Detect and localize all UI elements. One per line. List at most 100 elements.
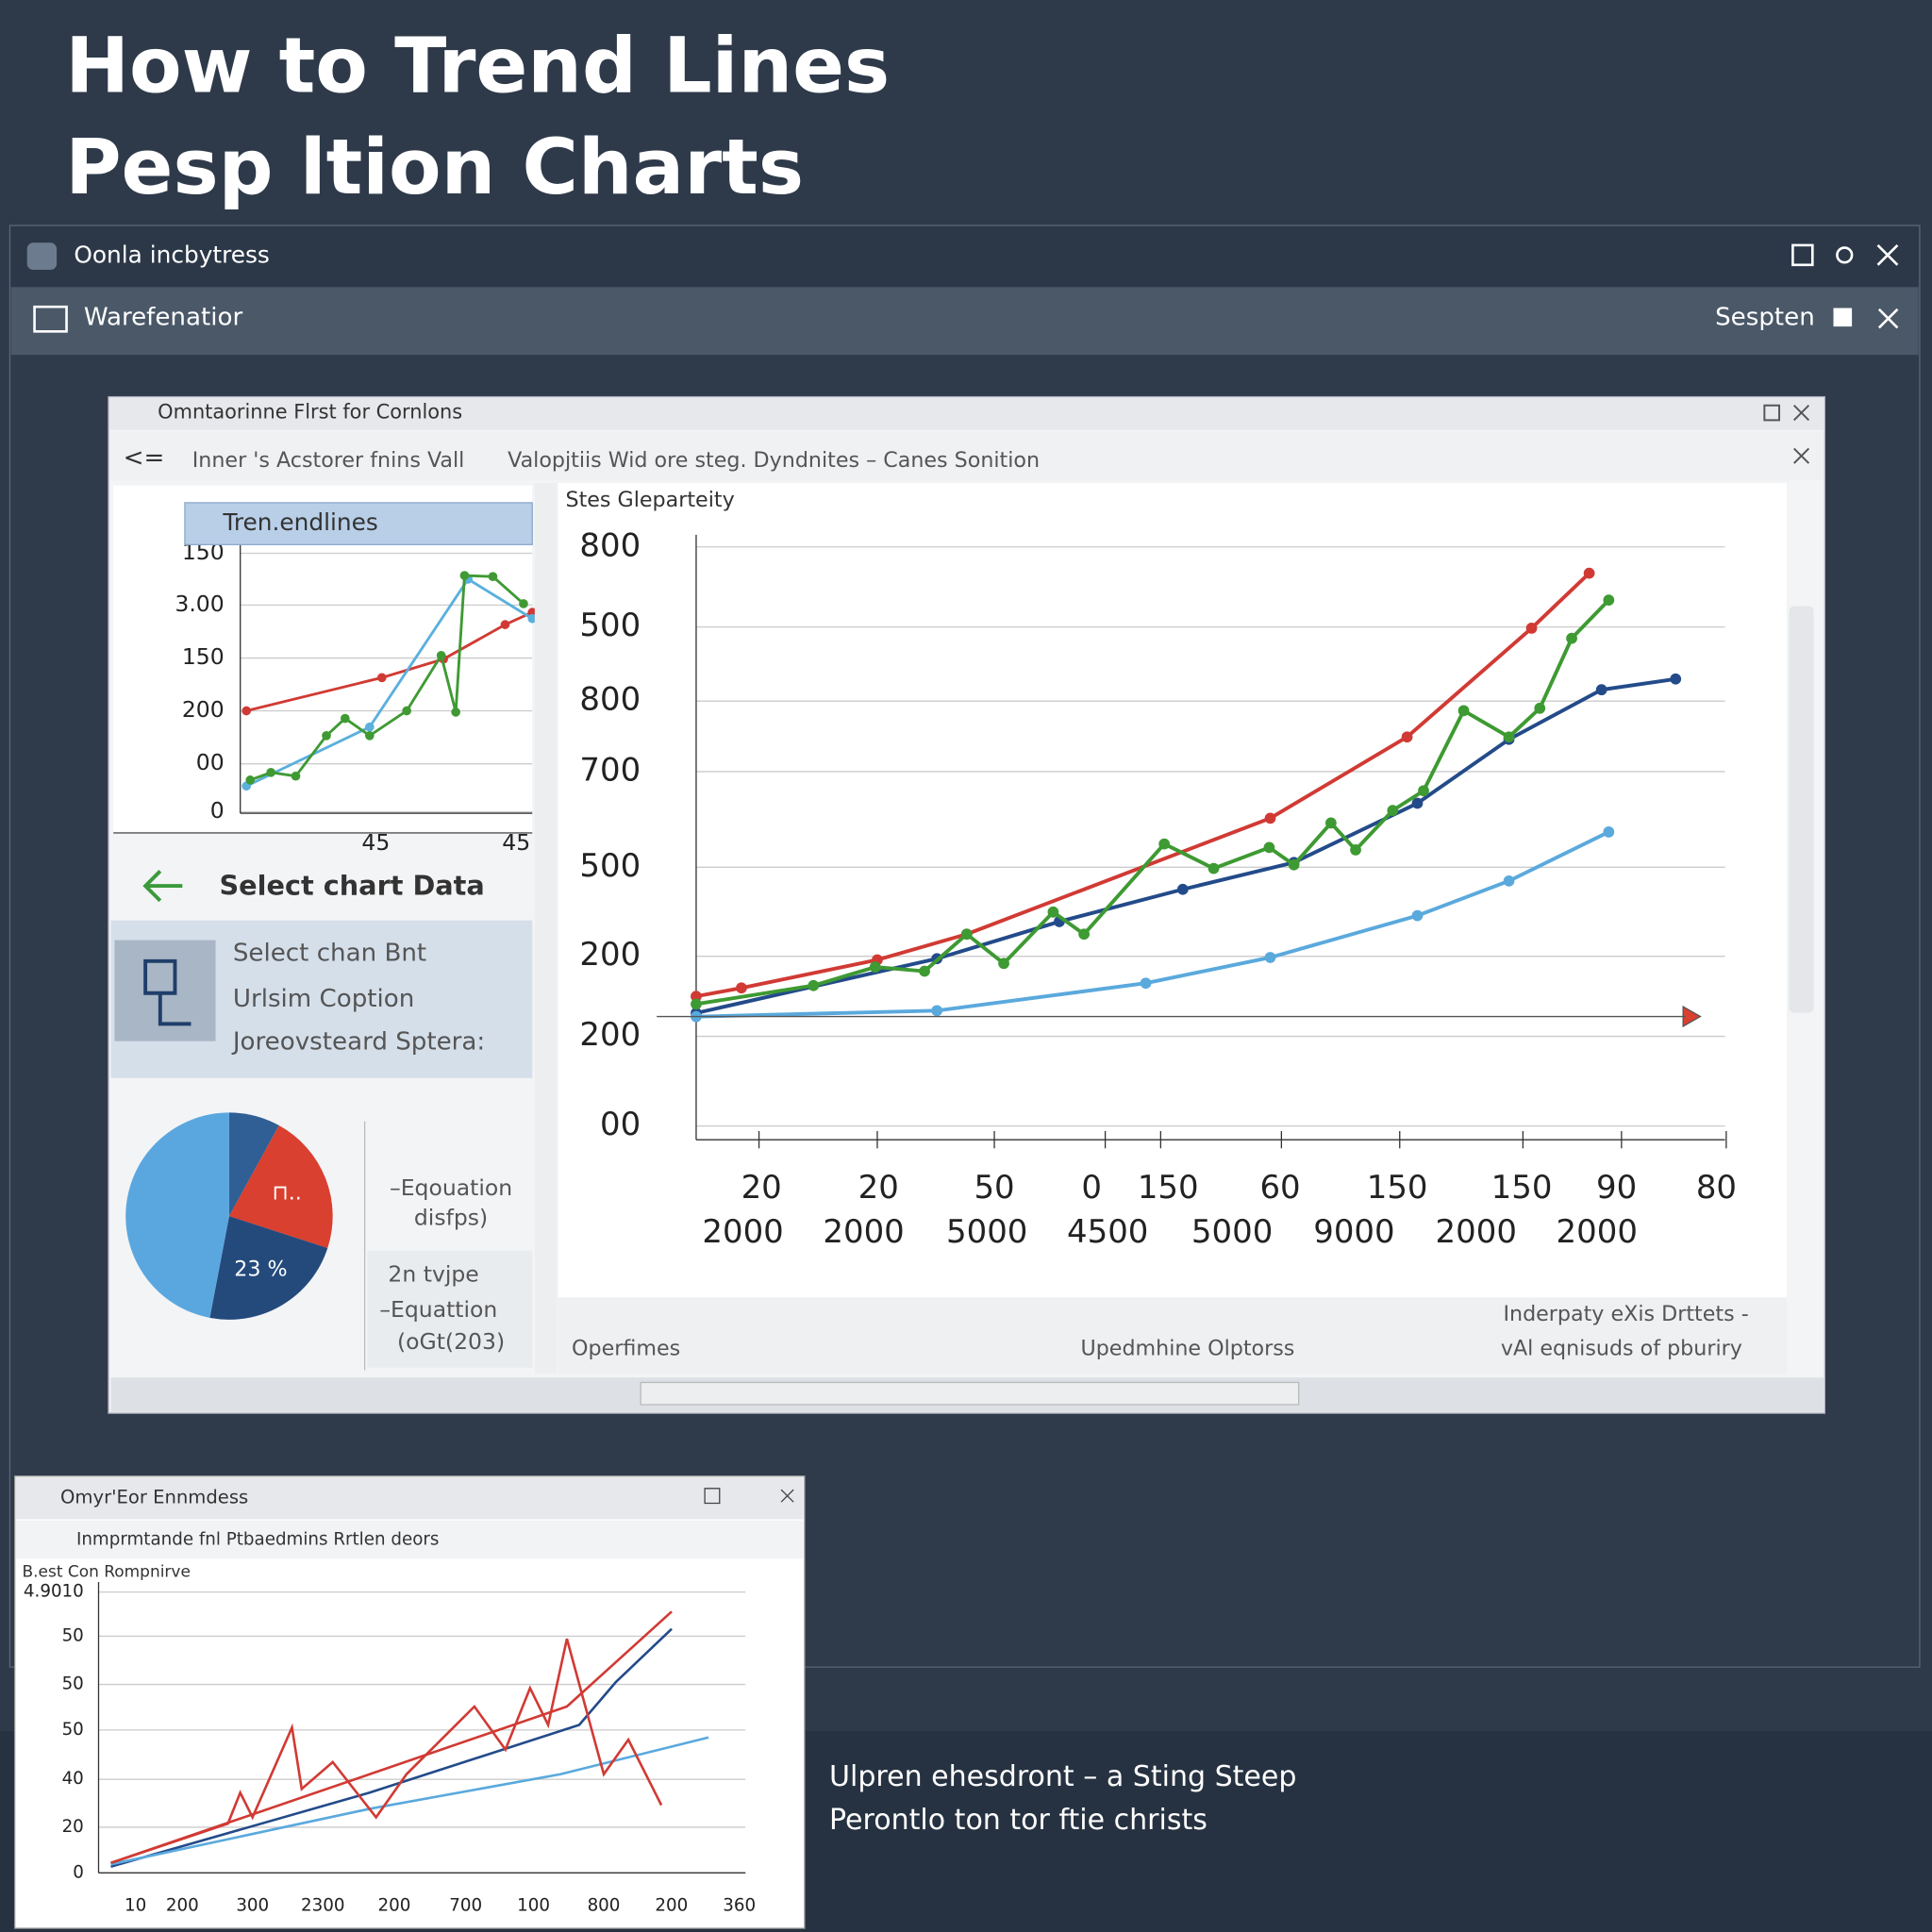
close-button[interactable] [1877, 308, 1899, 329]
point [1264, 812, 1276, 824]
caption: Perontlo ton tor ftie christs [829, 1804, 1208, 1837]
x-tick-label: 2000 [702, 1213, 783, 1251]
point [340, 713, 350, 724]
x-tick-label: 45 [361, 829, 390, 856]
tab[interactable] [184, 502, 533, 545]
trend-line [110, 1638, 663, 1865]
trend-line [110, 1627, 673, 1868]
x-tick-label: 2000 [1557, 1213, 1638, 1251]
back-button[interactable]: <= [124, 443, 165, 472]
option[interactable]: Urlsim Coption [233, 985, 414, 1013]
point [691, 991, 702, 1003]
tab-label[interactable]: Tren.endlines [222, 508, 377, 536]
point [500, 620, 510, 629]
option-button[interactable] [1836, 246, 1854, 264]
y-tick-label: 200 [579, 1016, 641, 1054]
pie-label: 23 % [234, 1257, 287, 1281]
trend-line [695, 572, 1591, 999]
point [1208, 862, 1220, 874]
x-tick-label: 150 [1491, 1169, 1553, 1207]
dialog-titlebar [109, 397, 1824, 430]
point [291, 771, 301, 781]
point [364, 722, 375, 732]
x-tick-label: 90 [1596, 1169, 1637, 1207]
footer-text[interactable]: Operfimes [572, 1337, 680, 1361]
x-tick-label: 150 [1367, 1169, 1428, 1207]
x-tick-label: 100 [517, 1896, 550, 1916]
point [1603, 826, 1615, 838]
footer [558, 1297, 1787, 1374]
point [736, 982, 747, 994]
point [1263, 841, 1275, 854]
x-tick-label: 4500 [1067, 1213, 1148, 1251]
bottom-title: Omyr'Eor Ennmdess [60, 1487, 248, 1508]
y-tick-label: 20 [62, 1817, 84, 1837]
pie-slice [228, 1112, 279, 1217]
footer-text: Inderpaty eXis Drttets - [1503, 1302, 1748, 1326]
nav-close[interactable] [1793, 447, 1810, 464]
point [266, 768, 276, 777]
x-tick-label: 45 [502, 829, 530, 856]
type-label: (oGt(203) [397, 1328, 505, 1355]
type-label: 2n tvjpe [388, 1260, 478, 1287]
dialog-controls[interactable] [1763, 404, 1810, 422]
footer-text[interactable]: Upedmhine Olptorss [1080, 1337, 1294, 1361]
option[interactable]: Joreovsteard Sptera: [231, 1027, 485, 1056]
x-tick-label: 200 [655, 1896, 688, 1916]
y-tick-label: 800 [579, 526, 641, 564]
option[interactable]: Select chan Bnt [233, 939, 426, 967]
y-tick-label: 50 [62, 1674, 84, 1694]
y-tick-label: 50 [62, 1625, 84, 1645]
pie-label: ⊓.. [272, 1180, 301, 1205]
point [919, 965, 930, 977]
x-tick-label: 800 [588, 1896, 621, 1916]
y-tick-label: 200 [182, 696, 225, 723]
dialog-nav [109, 431, 1824, 481]
x-tick-label: 360 [723, 1896, 756, 1916]
point [1078, 928, 1090, 941]
scroll-thumb[interactable] [640, 1381, 1300, 1406]
point [1288, 858, 1300, 871]
close-button[interactable] [1876, 243, 1899, 266]
point [1411, 909, 1424, 922]
y-tick-label: 00 [196, 749, 225, 775]
point [931, 1005, 943, 1017]
scrollbar[interactable] [534, 483, 558, 1374]
section-title[interactable]: Select chart Data [219, 869, 484, 901]
point [1411, 797, 1424, 809]
y-tick-label: 150 [182, 643, 225, 670]
window-controls[interactable] [704, 1488, 794, 1505]
x-tick-label: 150 [1138, 1169, 1199, 1207]
chart-title: Stes Gleparteity [566, 488, 735, 512]
point [691, 998, 702, 1010]
chart-title: B.est Con Rompnirve [23, 1563, 191, 1582]
pie-slice [209, 1216, 328, 1320]
y-tick-label: 00 [600, 1106, 641, 1143]
point [1457, 705, 1470, 717]
scrollbar[interactable] [1789, 606, 1814, 1013]
pie-slice [228, 1124, 333, 1249]
x-tick-label: 60 [1259, 1169, 1300, 1207]
footer-text: vAl eqnisuds of pburiry [1501, 1337, 1742, 1361]
point [1503, 731, 1515, 743]
x-tick-label: 200 [166, 1896, 199, 1916]
x-tick-label: 50 [974, 1169, 1014, 1207]
bottom-nav [15, 1520, 804, 1559]
app-icon [26, 242, 58, 271]
trend-line [110, 1736, 709, 1866]
point [1350, 844, 1361, 856]
point [1503, 874, 1515, 887]
point [1525, 623, 1538, 634]
point [527, 608, 538, 617]
maximize-button[interactable] [1791, 243, 1814, 267]
toolbar-label[interactable]: Sespten [1715, 303, 1815, 331]
y-tick-label: 40 [62, 1769, 84, 1789]
point [1264, 952, 1276, 963]
x-tick-label: 5000 [1191, 1213, 1273, 1251]
point [1158, 838, 1171, 850]
toolbar-button[interactable] [1833, 308, 1853, 327]
